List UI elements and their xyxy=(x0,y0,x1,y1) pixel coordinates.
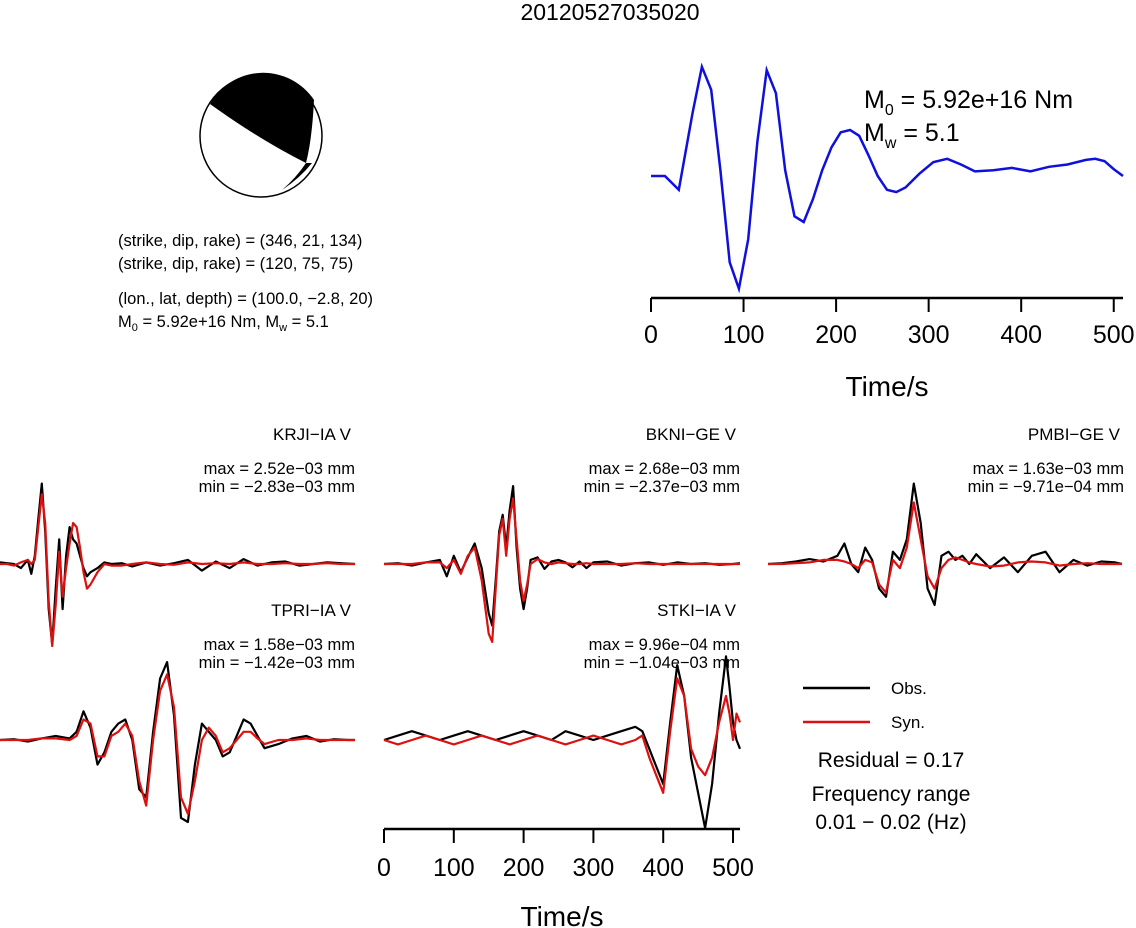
waveform-x-tick-label: 400 xyxy=(642,854,684,882)
stf-x-tick-label: 400 xyxy=(1000,321,1042,349)
amplitude-max: max = 1.58e−03 mm xyxy=(204,636,355,654)
amplitude-max: max = 2.68e−03 mm xyxy=(589,460,740,478)
amplitude-min: min = −2.83e−03 mm xyxy=(199,478,355,496)
beachball xyxy=(199,72,323,198)
stf-mw-label: Mw = 5.1 xyxy=(864,119,960,152)
stf-x-tick-label: 0 xyxy=(644,321,658,349)
frequency-range-title: Frequency range xyxy=(812,783,971,806)
legend-obs-label: Obs. xyxy=(891,679,927,698)
mw-value: = 5.1 xyxy=(287,313,329,331)
legend-syn-label: Syn. xyxy=(891,713,925,732)
synthetic-trace xyxy=(768,501,1122,594)
beachball-compressional-sliver xyxy=(282,163,312,190)
amplitude-min: min = −1.04e−03 mm xyxy=(584,654,740,672)
source-time-function-plot: M0 = 5.92e+16 Nm Mw = 5.1 0 100 200 300 400 5… xyxy=(644,62,1135,402)
nodal-plane-2: (strike, dip, rake) = (120, 75, 75) xyxy=(118,255,353,273)
location-depth: (lon., lat, depth) = (100.0, −2.8, 20) xyxy=(118,290,373,308)
station-label: BKNI−GE V xyxy=(646,425,737,444)
mechanism-info: (strike, dip, rake) = (346, 21, 134) (st… xyxy=(118,232,373,334)
stf-x-tick-label: 100 xyxy=(723,321,765,349)
stf-x-axis-label: Time/s xyxy=(846,371,929,402)
amplitude-max: max = 9.96e−04 mm xyxy=(589,636,740,654)
legend: Obs. Syn. Residual = 0.17 Frequency rang… xyxy=(803,679,970,834)
stf-m0-label: M0 = 5.92e+16 Nm xyxy=(864,86,1073,119)
moment-prefix: M xyxy=(118,313,132,331)
amplitude-min: min = −9.71e−04 mm xyxy=(968,478,1124,496)
amplitude-max: max = 2.52e−03 mm xyxy=(204,460,355,478)
synthetic-trace xyxy=(384,497,740,643)
stf-mw-value: = 5.1 xyxy=(896,119,959,147)
synthetic-trace xyxy=(0,673,355,815)
amplitude-max: max = 1.63e−03 mm xyxy=(973,460,1124,478)
beachball-compressional-quadrant xyxy=(210,72,314,163)
nodal-plane-1: (strike, dip, rake) = (346, 21, 134) xyxy=(118,232,362,250)
residual-label: Residual = 0.17 xyxy=(818,749,965,772)
waveform-time-axis: 0 100 200 300 400 500 xyxy=(377,827,754,882)
station-label: STKI−IA V xyxy=(657,601,737,620)
waveform-x-tick-label: 0 xyxy=(377,854,391,882)
waveform-x-tick-label: 200 xyxy=(503,854,545,882)
waveform-x-tick-label: 300 xyxy=(573,854,615,882)
stf-x-tick-label: 500 xyxy=(1093,321,1135,349)
stf-m0-value: = 5.92e+16 Nm xyxy=(894,86,1073,114)
amplitude-min: min = −2.37e−03 mm xyxy=(584,478,740,496)
stf-x-tick-label: 300 xyxy=(908,321,950,349)
station-label: TPRI−IA V xyxy=(271,601,351,620)
waveform-x-axis-label: Time/s xyxy=(521,901,604,928)
stf-x-tick-label: 200 xyxy=(815,321,857,349)
figure-title: 20120527035020 xyxy=(520,0,699,25)
moment-line: M0 = 5.92e+16 Nm, Mw = 5.1 xyxy=(118,313,329,334)
station-label: PMBI−GE V xyxy=(1028,425,1121,444)
synthetic-trace xyxy=(0,493,355,648)
stf-curve xyxy=(651,62,1124,294)
stf-x-axis: 0 100 200 300 400 500 xyxy=(644,296,1135,349)
observed-trace xyxy=(383,655,742,830)
waveform-x-tick-label: 500 xyxy=(712,854,754,882)
observed-trace xyxy=(767,482,1123,607)
waveform-x-tick-label: 100 xyxy=(433,854,475,882)
moment-value: = 5.92e+16 Nm, M xyxy=(138,313,279,331)
amplitude-min: min = −1.42e−03 mm xyxy=(199,654,355,672)
station-label: KRJI−IA V xyxy=(273,425,352,444)
synthetic-trace xyxy=(383,677,742,794)
frequency-range-value: 0.01 − 0.02 (Hz) xyxy=(815,811,966,834)
